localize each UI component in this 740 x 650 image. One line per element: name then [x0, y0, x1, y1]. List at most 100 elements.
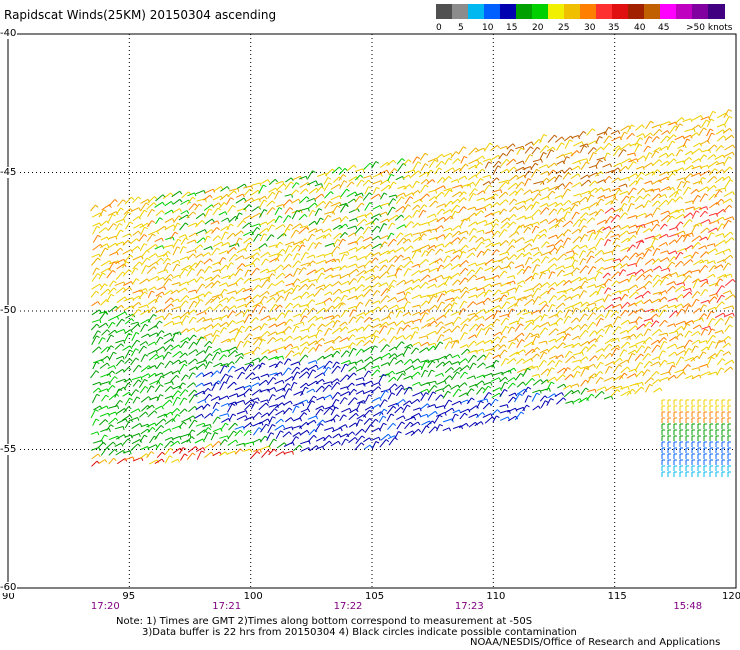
wind-barb	[274, 190, 280, 200]
wind-barb	[98, 337, 103, 345]
wind-barb	[643, 318, 652, 322]
wind-barb-flag	[259, 449, 262, 453]
wind-barb	[490, 202, 498, 209]
wind-barb-flag	[634, 152, 636, 157]
wind-barb	[660, 121, 670, 126]
wind-barb-flag	[479, 162, 483, 166]
wind-barb	[378, 374, 384, 383]
wind-barb	[356, 275, 363, 283]
wind-barb	[571, 342, 580, 349]
wind-barb	[507, 382, 514, 389]
wind-barb-flag	[538, 374, 541, 378]
wind-barb	[251, 382, 259, 387]
wind-barb	[170, 231, 176, 240]
wind-barb-flag	[627, 319, 631, 324]
wind-barb	[500, 317, 507, 326]
wind-barb	[421, 300, 427, 307]
wind-barb	[458, 230, 467, 236]
wind-barb	[372, 205, 381, 210]
wind-barb-flag	[459, 288, 462, 293]
wind-barb	[114, 304, 122, 312]
wind-barb	[362, 192, 370, 201]
wind-barb-flag	[585, 329, 589, 333]
wind-barb	[204, 282, 213, 289]
wind-barb	[651, 136, 658, 143]
wind-barb-flag	[312, 170, 316, 174]
wind-barb-flag	[296, 209, 301, 213]
wind-barb	[299, 196, 307, 204]
wind-barb-flag	[488, 161, 492, 164]
wind-barb-flag	[599, 230, 603, 234]
wind-barb-flag	[511, 245, 516, 249]
wind-barb	[386, 370, 393, 376]
wind-barb-flag	[210, 333, 214, 337]
wind-barb	[474, 315, 483, 321]
wind-barb	[116, 318, 123, 327]
legend-label: 25	[558, 23, 570, 33]
wind-barb	[491, 249, 498, 256]
wind-barb-flag	[608, 278, 612, 282]
legend-label: 5	[458, 23, 464, 33]
wind-barb-flag	[251, 185, 253, 190]
wind-barb	[421, 250, 426, 257]
wind-barb-flag	[635, 215, 638, 219]
wind-barb	[396, 158, 403, 165]
wind-barb	[410, 347, 417, 355]
wind-barb	[428, 342, 436, 346]
wind-barb	[637, 187, 644, 195]
wind-barb-flag	[506, 222, 511, 226]
wind-barb-flag	[383, 325, 388, 328]
wind-barb-flag	[375, 217, 380, 221]
wind-barb-flag	[129, 414, 133, 419]
wind-barb	[524, 178, 529, 187]
wind-barb-flag	[204, 399, 207, 404]
wind-barb-flag	[208, 252, 212, 256]
wind-barb	[324, 242, 334, 247]
wind-barb	[210, 432, 216, 441]
wind-barb	[315, 436, 324, 442]
wind-barb	[203, 246, 212, 251]
legend-swatch	[676, 4, 693, 19]
wind-barb	[379, 192, 385, 200]
wind-barb	[396, 279, 405, 286]
wind-barb-flag	[417, 204, 421, 208]
wind-barb	[532, 389, 541, 394]
wind-barb	[283, 199, 290, 207]
wind-barb-flag	[138, 408, 141, 413]
wind-barb-flag	[136, 339, 141, 343]
wind-barb	[501, 301, 508, 310]
wind-barb-flag	[408, 256, 412, 261]
wind-barb	[90, 323, 98, 331]
wind-barb-flag	[386, 295, 390, 299]
wind-barb	[251, 212, 261, 219]
wind-barb	[522, 358, 532, 364]
wind-barb	[402, 346, 409, 356]
wind-barb-flag	[482, 362, 486, 366]
wind-barb	[371, 436, 380, 441]
wind-barb	[331, 335, 340, 344]
wind-barb-flag	[111, 370, 116, 374]
wind-barb-flag	[296, 371, 301, 375]
wind-barb	[530, 272, 536, 281]
wind-barb	[284, 318, 291, 326]
wind-barb-flag	[586, 301, 590, 306]
wind-barb	[620, 255, 627, 262]
wind-barb	[562, 333, 569, 341]
wind-barb	[180, 237, 186, 246]
wind-barb	[243, 430, 250, 437]
wind-barb	[642, 193, 649, 200]
wind-barb-flag	[329, 407, 333, 411]
wind-barb-flag	[177, 298, 180, 303]
wind-barb	[332, 433, 340, 439]
wind-barb-flag	[504, 376, 508, 381]
wind-barb	[202, 252, 209, 257]
wind-barb	[652, 274, 658, 282]
wind-barb-flag	[635, 325, 639, 329]
wind-barb	[108, 435, 118, 441]
wind-barb-flag	[124, 311, 128, 316]
wind-barb	[499, 251, 508, 256]
wind-barb	[274, 280, 283, 287]
wind-barb	[179, 389, 186, 397]
wind-barb-flag	[633, 234, 637, 239]
wind-barb-flag	[305, 382, 309, 387]
